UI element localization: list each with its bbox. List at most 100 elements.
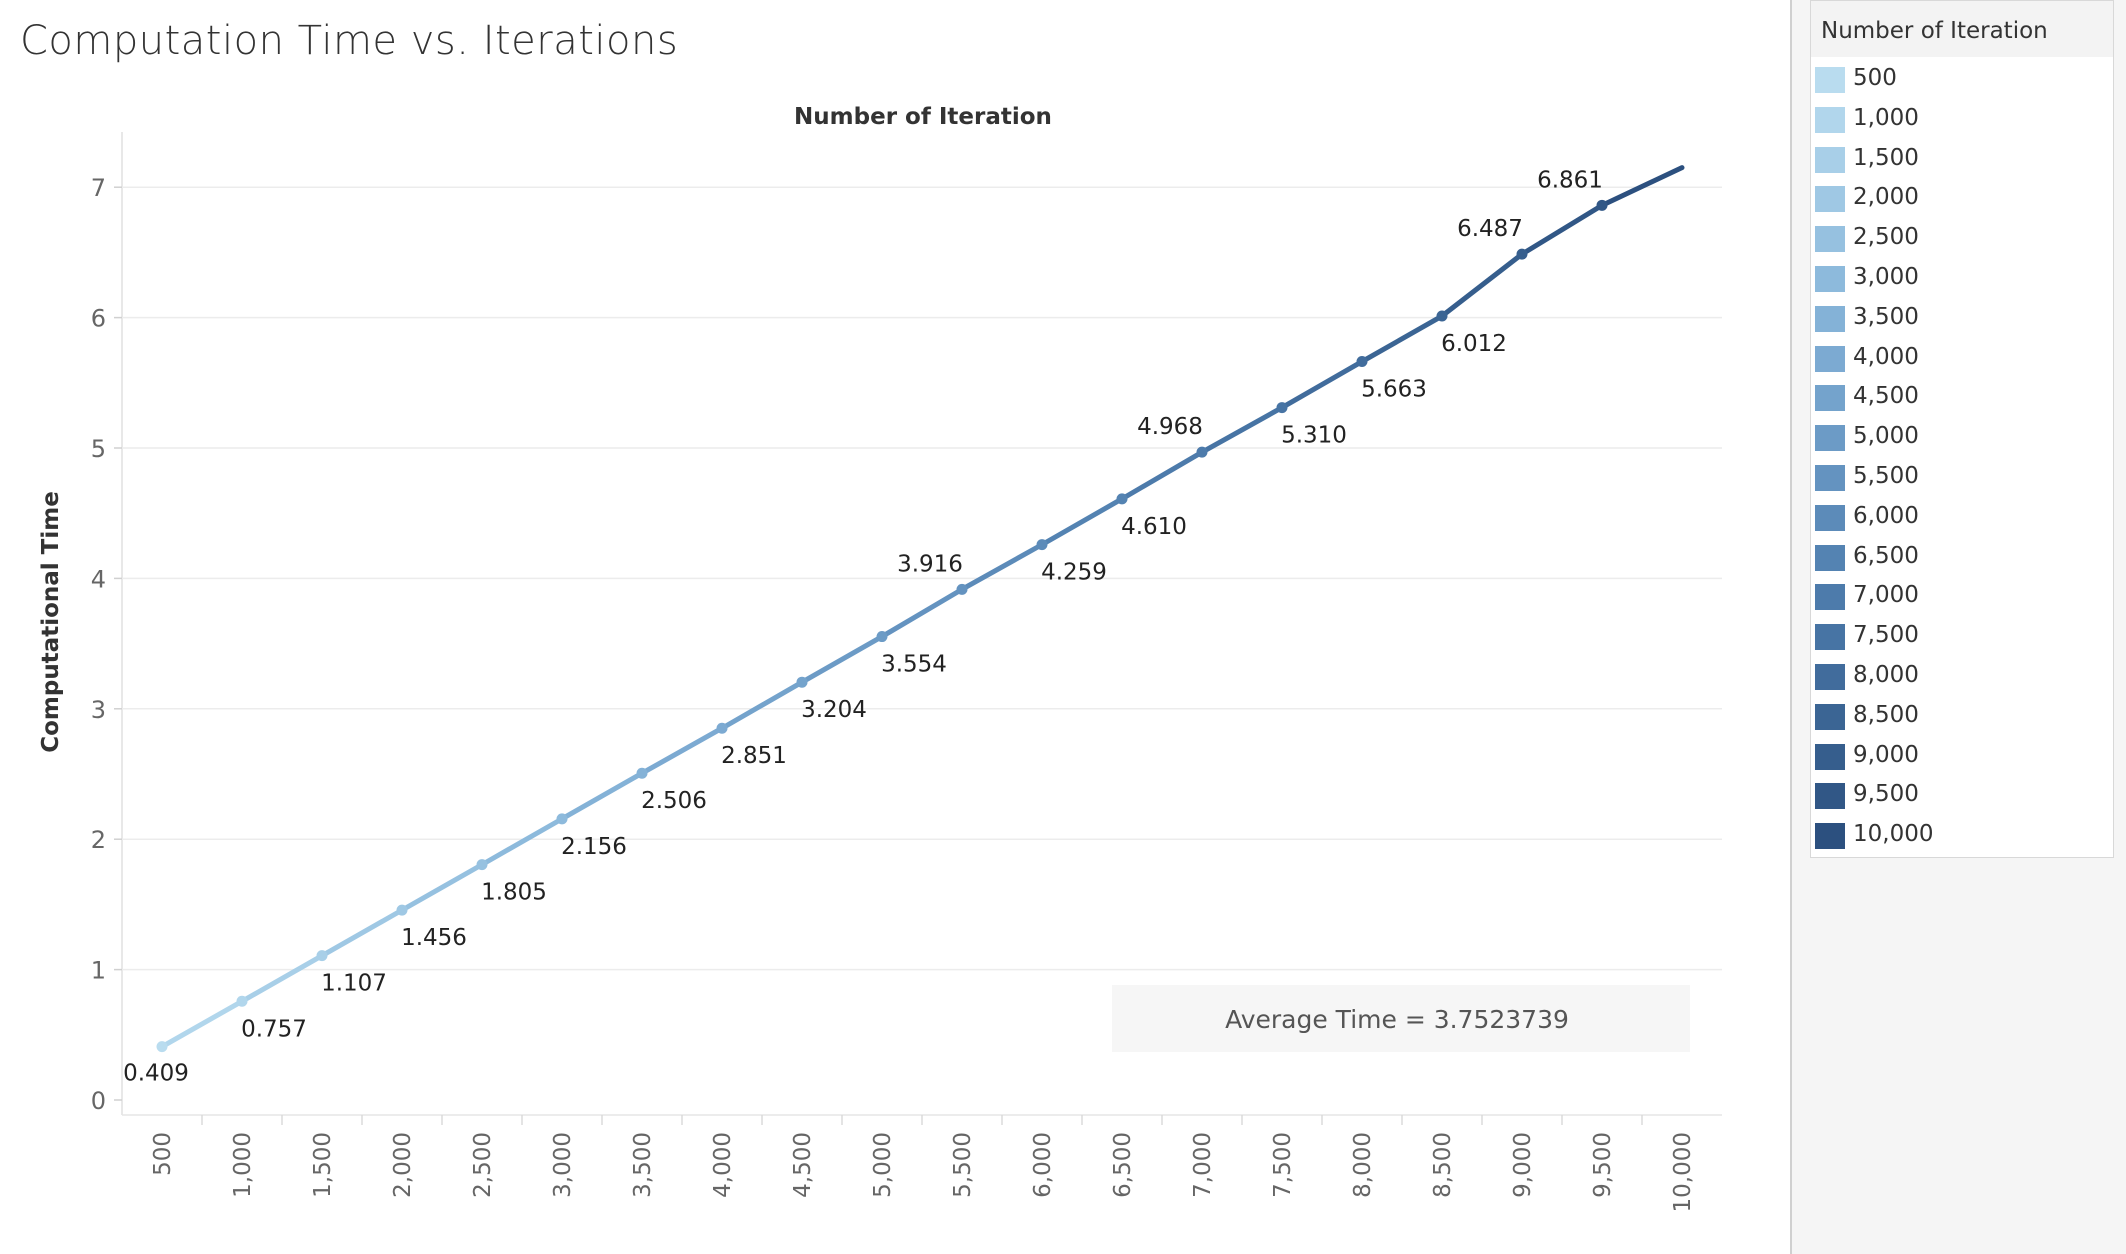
line-segment [959,542,1045,592]
x-tick-label: 3,000 [550,1132,576,1198]
legend-swatch [1815,624,1845,651]
legend-swatch [1815,106,1845,133]
legend-swatch [1815,544,1845,571]
legend-swatch [1815,266,1845,292]
legend-swatch [1815,823,1845,850]
x-tick-label: 9,000 [1510,1132,1536,1198]
data-point[interactable] [716,722,728,734]
legend-label: 5,500 [1853,463,1919,489]
data-label: 4.610 [1121,514,1187,540]
line-segment [719,679,805,731]
data-point[interactable] [1276,402,1288,414]
x-tick-label: 3,500 [630,1132,656,1198]
data-points [156,199,1608,1053]
line-chart: Number of Iteration Computational Time 0… [38,104,1722,1212]
data-label: 3.204 [801,697,867,723]
legend-label: 5,000 [1853,423,1919,450]
data-point[interactable] [876,631,888,643]
legend-item[interactable]: 500 [1811,59,2111,99]
legend-item[interactable]: 4,500 [1811,377,2111,417]
data-point[interactable] [1516,248,1528,260]
x-tick-label: 500 [150,1132,176,1176]
y-tick-label: 6 [91,305,106,333]
legend-swatch [1815,385,1845,412]
line-segment [799,634,885,685]
legend-label: 2,000 [1853,184,1919,211]
data-label: 2.851 [721,743,787,769]
legend-item[interactable]: 1,000 [1811,99,2111,139]
legend-swatch [1815,67,1845,93]
line-segment [1599,165,1685,208]
x-tick-label: 8,000 [1350,1132,1376,1198]
legend-item[interactable]: 3,000 [1811,258,2111,298]
data-point[interactable] [476,859,488,871]
data-point[interactable] [236,995,248,1007]
legend-swatch [1815,345,1845,372]
legend-label: 1,500 [1853,144,1919,171]
legend-label: 500 [1853,65,1897,91]
data-label: 4.259 [1041,560,1107,586]
legend-label: 9,500 [1853,781,1919,808]
legend-item[interactable]: 9,000 [1811,736,2111,776]
data-point[interactable] [1596,199,1608,211]
legend-item[interactable]: 10,000 [1811,815,2111,855]
x-tick-label: 4,000 [710,1132,736,1198]
legend-item[interactable]: 1,500 [1811,139,2111,179]
data-point[interactable] [636,767,648,779]
data-point[interactable] [1036,539,1048,551]
legend-swatch [1815,186,1845,213]
data-point[interactable] [156,1041,168,1053]
data-point[interactable] [796,676,808,688]
data-point[interactable] [1356,356,1368,368]
legend-item[interactable]: 5,500 [1811,457,2111,497]
legend-item[interactable]: 7,500 [1811,616,2111,656]
line-segment [399,862,485,913]
legend-label: 7,500 [1853,622,1919,649]
data-point[interactable] [396,904,408,916]
data-label: 6.012 [1441,331,1507,357]
data-point[interactable] [1436,310,1448,322]
y-tick-label: 0 [91,1087,106,1115]
data-label: 1.456 [401,925,467,951]
data-label: 1.805 [481,880,547,906]
x-axis-ticks: 500 1,000 1,500 2,000 2,500 3,000 3,500 4,000 4,… [150,1115,1696,1212]
legend-swatch [1815,425,1845,452]
data-label: 3.554 [881,652,947,678]
legend-item[interactable]: 6,500 [1811,537,2111,577]
legend-item[interactable]: 3,500 [1811,298,2111,338]
data-label: 6.861 [1537,167,1603,193]
legend-item[interactable]: 9,500 [1811,775,2111,815]
x-tick-label: 7,000 [1190,1132,1216,1198]
data-point[interactable] [316,950,328,962]
legend-item[interactable]: 2,500 [1811,218,2111,258]
y-axis-ticks: 0 1 2 3 4 5 6 7 [91,174,122,1115]
legend-item[interactable]: 8,000 [1811,656,2111,696]
data-label: 5.310 [1281,423,1347,449]
legend-swatch [1815,743,1845,770]
data-label: 5.663 [1361,377,1427,403]
legend-item[interactable]: 5,000 [1811,417,2111,457]
legend-label: 8,000 [1853,662,1919,688]
legend-swatch [1815,783,1845,810]
y-tick-label: 4 [91,565,106,593]
legend-item[interactable]: 4,000 [1811,338,2111,378]
chart-title: Number of Iteration [794,104,1052,130]
legend-item[interactable]: 2,000 [1811,178,2111,218]
legend[interactable]: Number of Iteration 500 1,000 1,500 2,000 2,… [1810,0,2114,858]
legend-item[interactable]: 8,500 [1811,696,2111,736]
line-segment [1039,496,1125,548]
line-segment [159,998,245,1050]
data-point[interactable] [956,583,968,595]
legend-item[interactable]: 7,000 [1811,576,2111,616]
data-point[interactable] [1116,493,1128,505]
legend-label: 6,500 [1853,542,1919,569]
average-annotation-box: Average Time = 3.7523739 [1112,985,1690,1052]
line-segment [479,816,565,868]
data-point[interactable] [1196,446,1208,458]
legend-swatch [1815,703,1845,730]
data-point[interactable] [556,813,568,825]
legend-item[interactable]: 6,000 [1811,497,2111,537]
x-tick-label: 7,500 [1270,1132,1296,1198]
legend-label: 4,000 [1853,343,1919,370]
line-segment [1439,251,1525,319]
